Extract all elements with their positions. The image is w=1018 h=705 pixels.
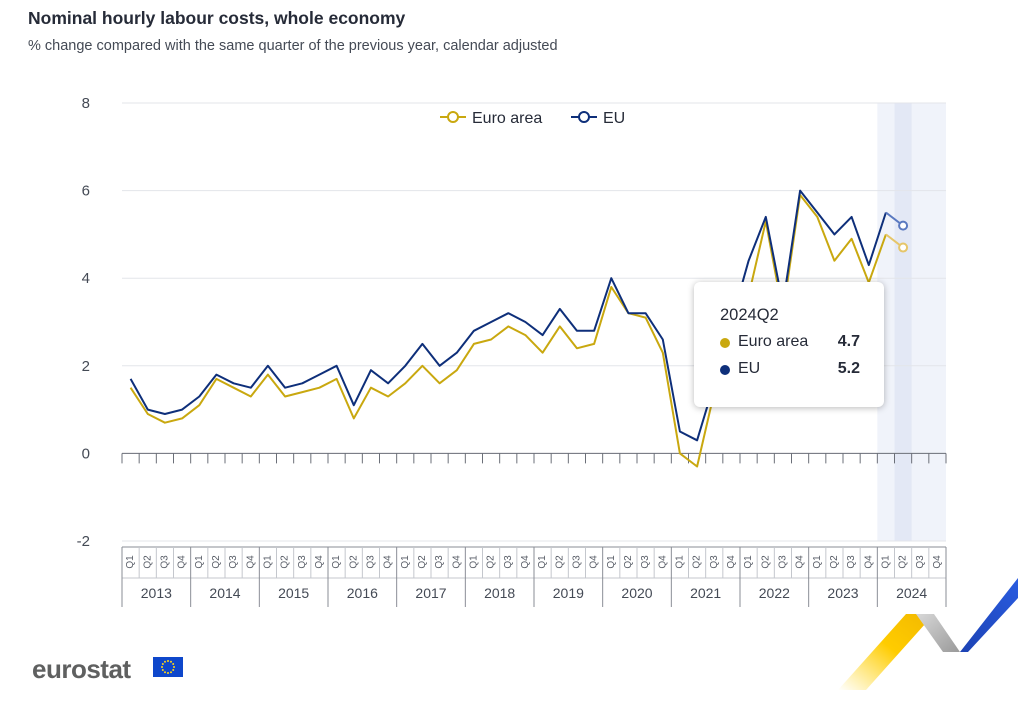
quarter-label: Q3 [571,555,582,569]
quarter-label: Q2 [142,555,153,569]
legend-marker [578,111,590,123]
quarter-label: Q1 [812,555,823,569]
quarter-label: Q3 [228,555,239,569]
tooltip-series-name: EU [738,360,761,377]
data-point-marker [898,242,909,253]
quarter-label: Q1 [194,555,205,569]
quarter-label: Q4 [795,555,806,569]
chart-subtitle: % change compared with the same quarter … [28,38,558,54]
eu-flag-icon [153,657,183,677]
y-tick-label: -2 [77,533,90,550]
tooltip-row-eu: EU 5.2 [720,360,860,380]
quarter-label: Q2 [211,555,222,569]
highlight-quarter-band [894,103,912,541]
quarter-label: Q3 [297,555,308,569]
legend-label: Euro area [472,110,542,127]
quarter-label: Q2 [280,555,291,569]
quarter-label: Q2 [417,555,428,569]
quarter-label: Q3 [915,555,926,569]
quarter-label: Q1 [125,555,136,569]
year-label: 2013 [141,585,172,601]
series-line [129,189,887,442]
tooltip-series-value: 4.7 [837,333,860,350]
legend-label: EU [603,110,625,127]
quarter-label: Q3 [365,555,376,569]
quarter-label: Q2 [554,555,565,569]
quarter-label: Q1 [468,555,479,569]
quarter-label: Q3 [846,555,857,569]
year-label: 2022 [759,585,790,601]
year-label: 2015 [278,585,309,601]
quarter-label: Q1 [400,555,411,569]
legend-marker [447,111,459,123]
quarter-label: Q3 [159,555,170,569]
quarter-label: Q1 [743,555,754,569]
quarter-label: Q1 [262,555,273,569]
quarter-label: Q3 [777,555,788,569]
year-label: 2024 [896,585,927,601]
year-label: 2016 [347,585,378,601]
quarter-label: Q1 [537,555,548,569]
y-tick-label: 0 [82,445,90,462]
y-tick-label: 8 [82,95,90,112]
quarter-label: Q1 [606,555,617,569]
quarter-label: Q4 [932,555,943,569]
quarter-label: Q2 [623,555,634,569]
year-label: 2019 [553,585,584,601]
series-line [129,194,887,468]
decorative-stripes [838,578,1018,690]
quarter-label: Q4 [863,555,874,569]
quarter-label: Q2 [692,555,703,569]
quarter-label: Q4 [314,555,325,569]
quarter-label: Q3 [640,555,651,569]
quarter-label: Q3 [434,555,445,569]
tooltip-title: 2024Q2 [720,306,779,324]
quarter-label: Q4 [589,555,600,569]
quarter-label: Q4 [451,555,462,569]
y-tick-label: 6 [82,183,90,200]
tooltip-row-euro-area: Euro area 4.7 [720,333,860,353]
year-label: 2020 [621,585,652,601]
quarter-label: Q4 [520,555,531,569]
quarter-label: Q4 [177,555,188,569]
chart-title: Nominal hourly labour costs, whole econo… [28,8,406,28]
y-tick-label: 4 [82,270,90,287]
year-label: 2017 [415,585,446,601]
logo-text: eurostat [32,654,131,684]
quarter-label: Q2 [829,555,840,569]
eu-dot-icon [720,365,730,375]
quarter-label: Q4 [245,555,256,569]
year-label: 2023 [827,585,858,601]
quarter-label: Q3 [709,555,720,569]
year-label: 2014 [209,585,240,601]
quarter-label: Q1 [331,555,342,569]
euro-area-dot-icon [720,338,730,348]
quarter-label: Q2 [348,555,359,569]
quarter-label: Q4 [726,555,737,569]
quarter-label: Q3 [503,555,514,569]
tooltip: 2024Q2 Euro area 4.7 EU 5.2 [694,282,884,407]
year-label: 2021 [690,585,721,601]
y-tick-label: 2 [82,358,90,375]
quarter-label: Q1 [880,555,891,569]
quarter-label: Q1 [674,555,685,569]
data-point-marker [898,220,909,231]
quarter-label: Q4 [383,555,394,569]
year-label: 2018 [484,585,515,601]
quarter-label: Q2 [486,555,497,569]
tooltip-series-name: Euro area [738,333,809,350]
quarter-label: Q2 [898,555,909,569]
quarter-label: Q2 [760,555,771,569]
quarter-label: Q4 [657,555,668,569]
tooltip-series-value: 5.2 [837,360,860,377]
